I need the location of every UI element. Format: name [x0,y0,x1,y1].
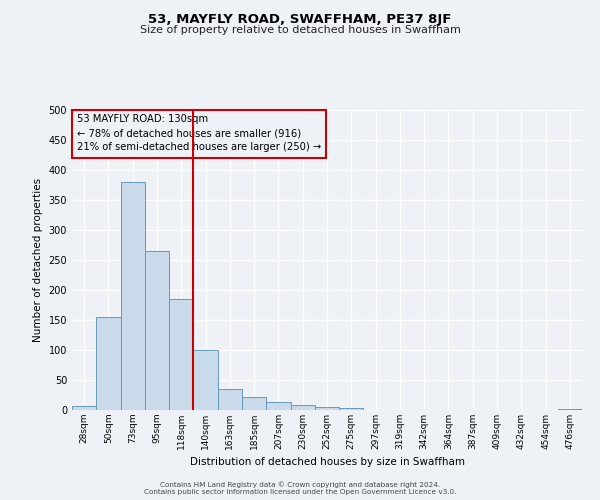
Bar [72,406,96,410]
Bar [315,407,339,410]
Bar [266,402,290,410]
Text: Contains public sector information licensed under the Open Government Licence v3: Contains public sector information licen… [144,489,456,495]
Text: Contains HM Land Registry data © Crown copyright and database right 2024.: Contains HM Land Registry data © Crown c… [160,481,440,488]
Bar [193,350,218,410]
Text: 53 MAYFLY ROAD: 130sqm
← 78% of detached houses are smaller (916)
21% of semi-de: 53 MAYFLY ROAD: 130sqm ← 78% of detached… [77,114,322,152]
Bar [218,389,242,410]
Bar [121,182,145,410]
Bar [169,299,193,410]
Text: 53, MAYFLY ROAD, SWAFFHAM, PE37 8JF: 53, MAYFLY ROAD, SWAFFHAM, PE37 8JF [148,12,452,26]
Bar [339,408,364,410]
X-axis label: Distribution of detached houses by size in Swaffham: Distribution of detached houses by size … [190,458,464,468]
Bar [290,404,315,410]
Bar [96,317,121,410]
Bar [242,398,266,410]
Bar [558,409,582,410]
Y-axis label: Number of detached properties: Number of detached properties [33,178,43,342]
Bar [145,251,169,410]
Text: Size of property relative to detached houses in Swaffham: Size of property relative to detached ho… [140,25,460,35]
